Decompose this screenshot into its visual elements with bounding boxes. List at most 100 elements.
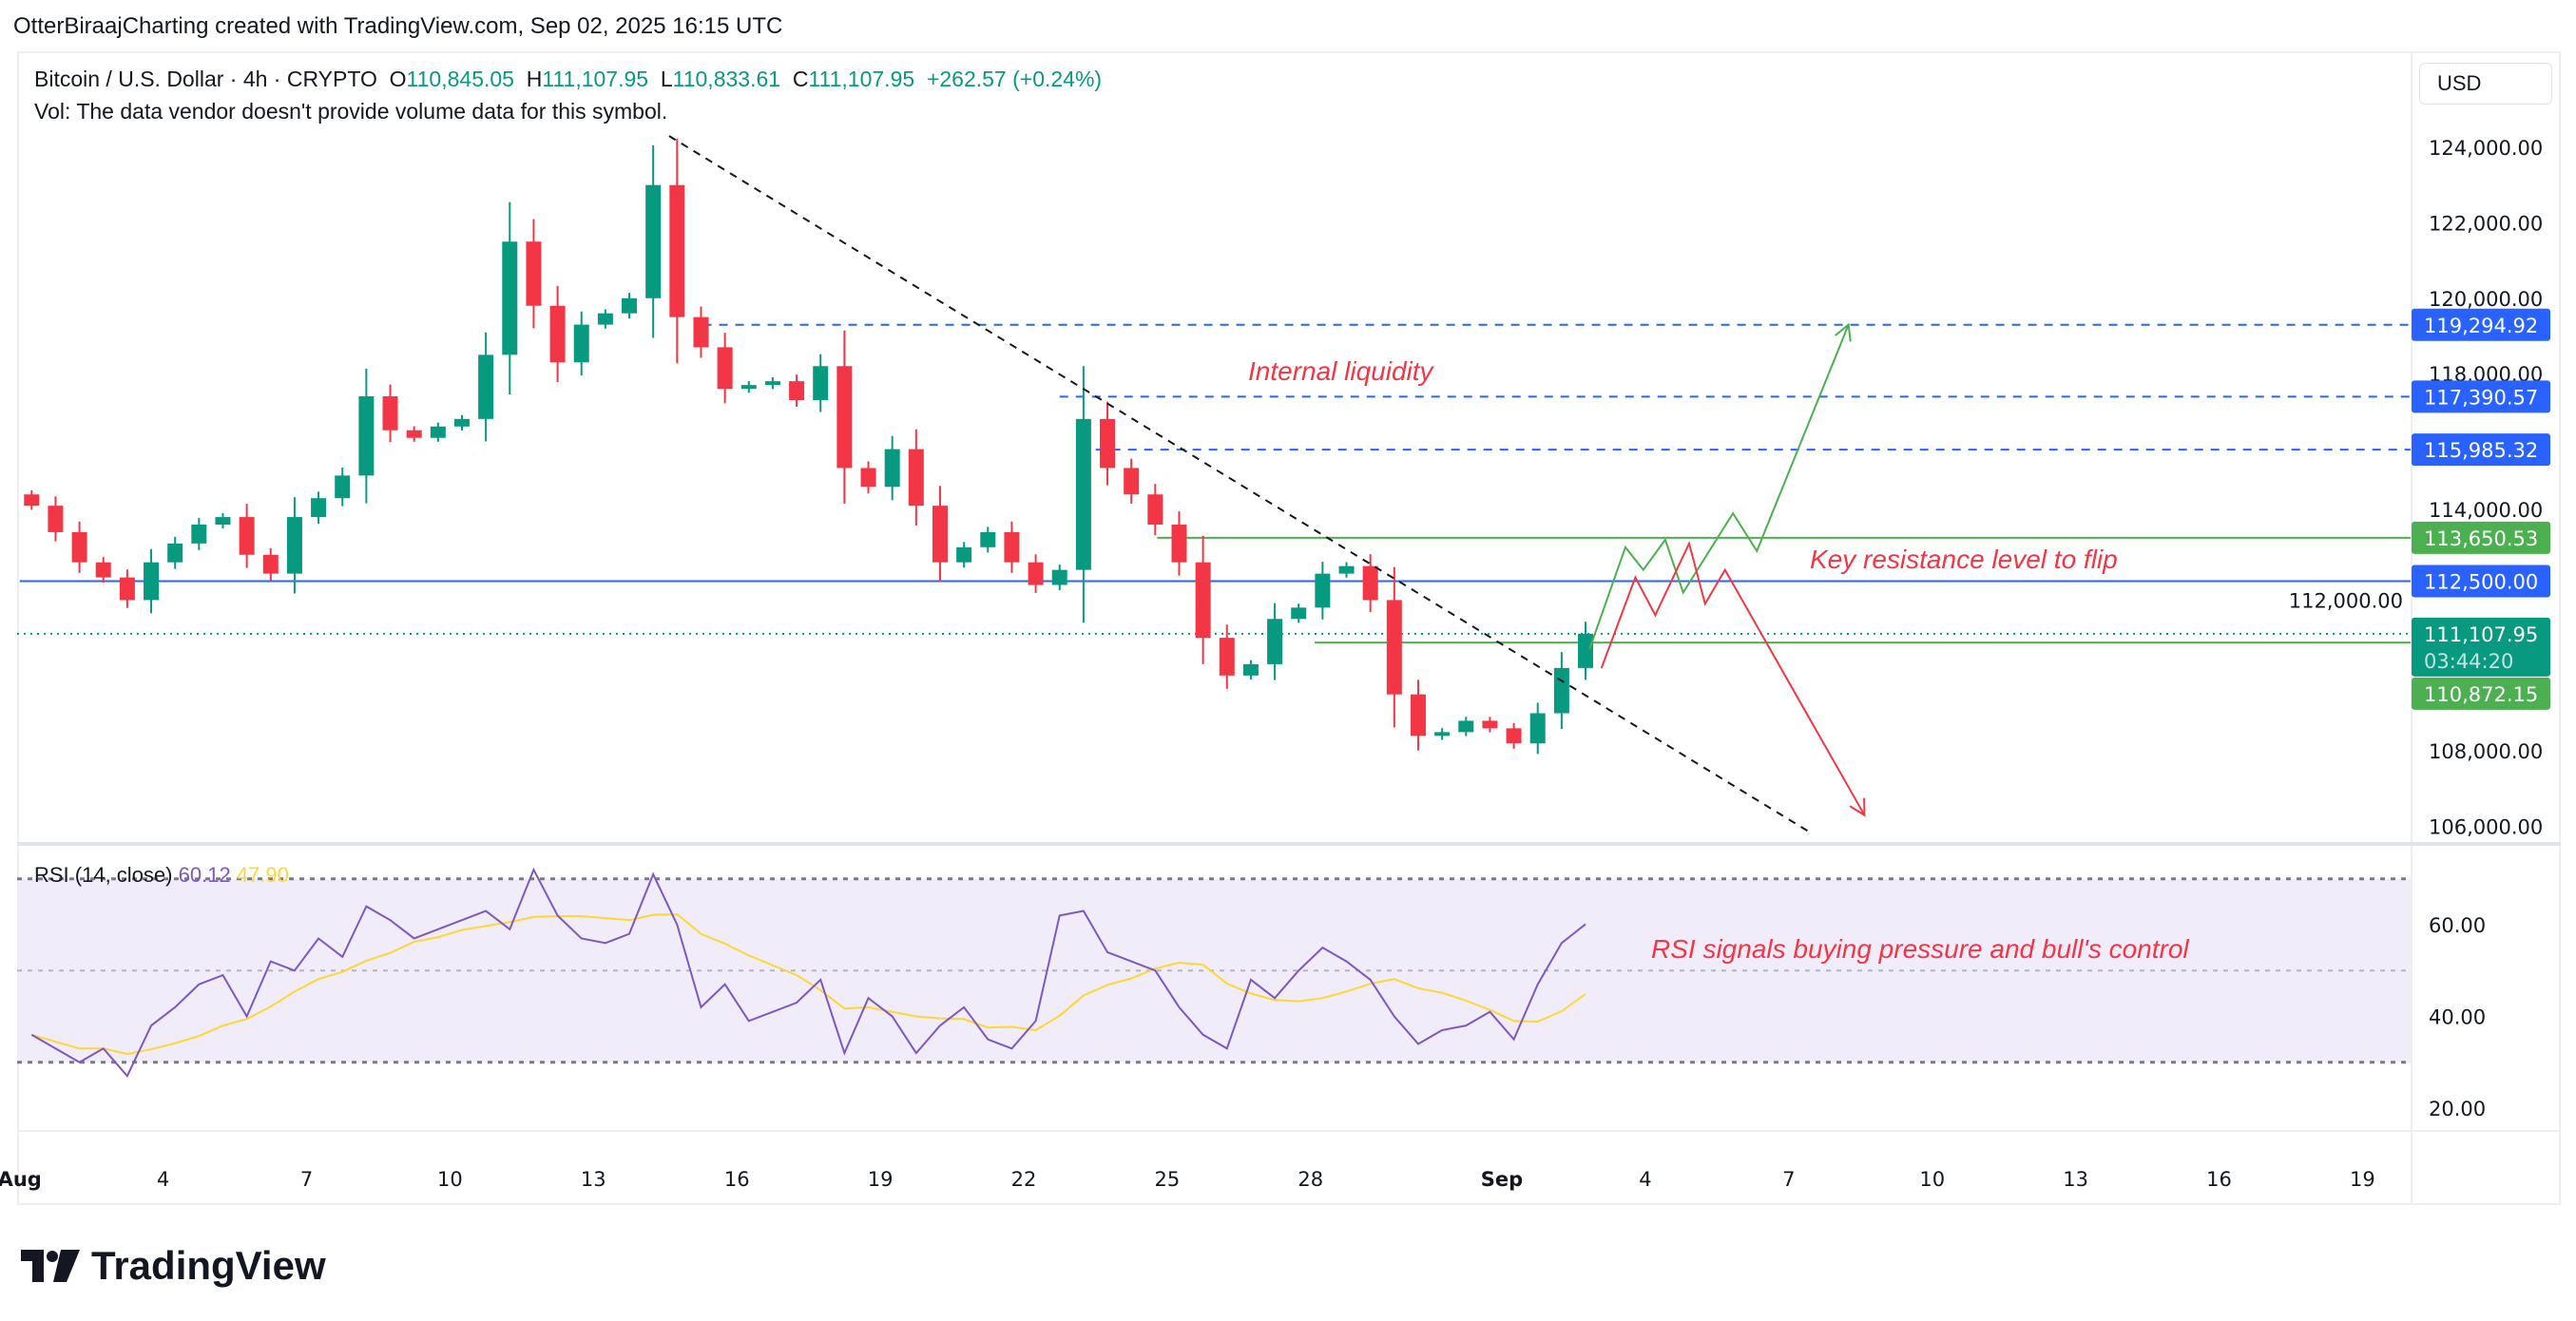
candle-body	[167, 543, 183, 563]
time-tick-label: 10	[437, 1168, 463, 1191]
price-tag	[2412, 677, 2550, 710]
time-tick-label: 22	[1011, 1168, 1037, 1191]
time-tick-label: 4	[157, 1168, 169, 1191]
candle-body	[573, 324, 589, 363]
rsi-tick-label: 20.00	[2429, 1098, 2486, 1120]
candle-body	[526, 241, 542, 306]
rsi-title: RSI (14, close)	[34, 863, 173, 887]
price-tick-label: 114,000.00	[2429, 499, 2543, 522]
time-tick-label: 19	[2350, 1168, 2375, 1191]
candle-body	[932, 506, 948, 563]
symbol-title[interactable]: Bitcoin / U.S. Dollar · 4h · CRYPTO	[34, 67, 377, 91]
time-tick-label: 7	[300, 1168, 313, 1191]
candle-body	[1529, 713, 1546, 744]
candle-body	[239, 517, 255, 555]
tradingview-logo-icon	[21, 1250, 80, 1282]
candle-body	[191, 525, 207, 544]
candle-body	[1482, 720, 1498, 729]
price-tag-label: 119,294.92	[2424, 315, 2538, 337]
low-value: 110,833.61	[672, 67, 781, 91]
rsi-ma-line	[30, 912, 1586, 1056]
candle-body	[1242, 663, 1259, 676]
price-tag	[2412, 308, 2550, 341]
price-tick-label: 120,000.00	[2429, 288, 2543, 311]
candle-body	[358, 396, 375, 476]
candle-body	[1124, 468, 1140, 495]
candle-body	[669, 184, 685, 317]
candle-body	[311, 498, 327, 518]
candle-body	[406, 430, 422, 438]
candle-body	[693, 316, 709, 348]
last-price-tag	[2412, 617, 2550, 677]
candle-body	[1410, 694, 1426, 737]
candle-body	[836, 366, 853, 469]
bearish-projection	[1600, 540, 1866, 816]
time-tick-label: 28	[1298, 1168, 1323, 1191]
candle-body	[956, 546, 972, 563]
candle-body	[884, 449, 900, 488]
candle-body	[1100, 418, 1116, 469]
close-label: C	[792, 67, 809, 91]
candle-body	[717, 347, 733, 390]
candle-body	[71, 531, 87, 563]
candle-body	[813, 366, 829, 400]
change-value: +262.57 (+0.24%)	[926, 67, 1103, 91]
time-tick-label: 13	[581, 1168, 606, 1191]
candle-body	[24, 494, 40, 507]
tradingview-logo[interactable]: TradingView	[21, 1243, 326, 1289]
rsi-tick-label: 60.00	[2429, 914, 2486, 937]
candle-body	[215, 517, 231, 525]
candle-body	[48, 506, 64, 532]
price-tag	[2412, 565, 2550, 598]
price-tick-label: 108,000.00	[2429, 740, 2543, 763]
volume-note: Vol: The data vendor doesn't provide vol…	[34, 99, 668, 124]
bar-countdown: 03:44:20	[2424, 650, 2513, 673]
high-label: H	[526, 67, 543, 91]
time-tick-label: 16	[724, 1168, 750, 1191]
candle-body	[286, 517, 302, 574]
price-tag	[2412, 433, 2550, 467]
price-tick-label: 122,000.00	[2429, 212, 2543, 235]
candle-body	[335, 475, 351, 499]
candle-body	[1051, 569, 1067, 585]
rsi-tick-label: 40.00	[2429, 1006, 2486, 1029]
bearish-projection-arrowhead-icon	[1849, 797, 1866, 817]
trendline	[668, 135, 1814, 835]
candle-body	[262, 554, 279, 574]
candle-body	[980, 531, 996, 547]
tradingview-logo-text: TradingView	[91, 1243, 326, 1288]
time-tick-label: 4	[1639, 1168, 1651, 1191]
bullish-projection	[1588, 324, 1850, 650]
candle-body	[1219, 638, 1235, 676]
time-tick-label: 25	[1155, 1168, 1181, 1191]
candle-body	[1171, 525, 1187, 563]
candle-body	[789, 381, 805, 400]
currency-button[interactable]: USD	[2419, 63, 2552, 105]
candle-body	[645, 184, 662, 298]
rsi-legend[interactable]: RSI (14, close) 60.12 47.90	[34, 863, 289, 888]
symbol-legend: Bitcoin / U.S. Dollar · 4h · CRYPTO O110…	[34, 67, 1102, 92]
candle-body	[622, 297, 638, 314]
bullish-projection-arrowhead-icon	[1835, 322, 1852, 342]
candle-body	[908, 449, 924, 507]
time-tick-label: 13	[2063, 1168, 2088, 1191]
open-label: O	[389, 67, 407, 91]
price-tag-label: 112,500.00	[2424, 571, 2538, 594]
candle-body	[1458, 720, 1474, 733]
candle-body	[502, 241, 518, 355]
candle-body	[382, 396, 398, 431]
annotation-internal-liquidity: Internal liquidity	[1248, 356, 1435, 386]
time-tick-label: 19	[868, 1168, 894, 1191]
candle-body	[119, 577, 135, 601]
candle-body	[1267, 619, 1283, 664]
candle-body	[1553, 667, 1569, 714]
candle-body	[1004, 531, 1020, 563]
open-value: 110,845.05	[406, 67, 514, 91]
candle-body	[764, 381, 780, 386]
candle-body	[1578, 633, 1594, 668]
price-tag	[2412, 380, 2550, 413]
time-tick-label: Sep	[1481, 1168, 1523, 1191]
candle-body	[860, 468, 876, 488]
low-label: L	[660, 67, 673, 91]
